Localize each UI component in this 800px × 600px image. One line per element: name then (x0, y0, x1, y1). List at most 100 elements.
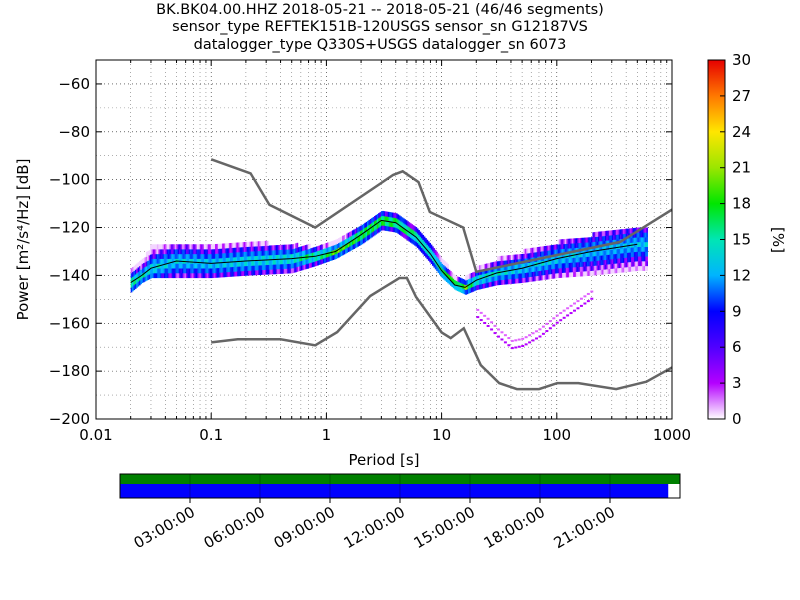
density-cell (604, 254, 607, 260)
density-cell (550, 273, 553, 279)
density-cell (235, 261, 238, 267)
density-cell (593, 260, 596, 266)
density-cell (264, 240, 267, 246)
density-cell (633, 247, 636, 253)
density-cell (537, 251, 539, 257)
density-cell (248, 265, 250, 271)
density-cell (642, 241, 644, 247)
nlnm-curve (211, 276, 672, 391)
density-cell (570, 248, 572, 254)
density-cell (328, 246, 331, 252)
density-cell (462, 283, 465, 289)
density-cell (195, 253, 198, 259)
density-cell (257, 246, 260, 252)
density-cell (420, 242, 423, 248)
density-cell (545, 265, 548, 271)
density-cell (205, 258, 208, 264)
density-cell (357, 236, 360, 242)
density-cell (628, 261, 631, 268)
density-cell (458, 277, 460, 283)
density-cell (472, 286, 474, 292)
density-cell (517, 259, 520, 265)
density-cell (595, 231, 597, 238)
density-cell (454, 284, 456, 290)
density-cell (561, 253, 564, 259)
density-cell (163, 263, 166, 269)
density-cell (297, 261, 300, 267)
density-cell (266, 250, 268, 256)
density-cell (578, 266, 581, 272)
density-cell (618, 229, 621, 235)
density-cell (321, 254, 324, 260)
density-cell (273, 264, 275, 270)
density-cell (373, 230, 376, 236)
density-cell (151, 268, 154, 274)
density-cell (382, 215, 384, 221)
density-cell (152, 249, 155, 255)
density-cell (640, 227, 643, 233)
density-cell (606, 249, 608, 256)
density-cell (284, 244, 286, 250)
density-cell (315, 246, 318, 252)
density-cell (441, 268, 444, 274)
density-cell (185, 263, 188, 269)
density-cell (237, 261, 239, 267)
density-cell (524, 253, 527, 259)
density-cell (506, 264, 509, 270)
density-cell (208, 244, 210, 250)
density-cell (232, 271, 235, 277)
density-cell (445, 272, 448, 278)
density-cell (581, 271, 584, 277)
density-cell (461, 278, 463, 284)
density-cell (150, 263, 152, 270)
density-cell (617, 253, 619, 259)
density-cell (603, 235, 606, 241)
density-cell (526, 277, 528, 283)
density-cell (342, 245, 344, 251)
density-cell (141, 263, 144, 269)
density-cell (201, 244, 203, 250)
density-cell (173, 249, 176, 255)
density-cell (600, 231, 603, 237)
density-cell (615, 258, 618, 264)
density-cell (212, 263, 214, 269)
density-cell (278, 259, 281, 265)
density-cell (603, 264, 606, 270)
density-cell (409, 223, 412, 229)
density-cell (571, 262, 574, 268)
density-cell (177, 253, 180, 259)
density-cell (223, 248, 225, 254)
density-cell (545, 260, 548, 266)
density-cell (443, 274, 445, 280)
density-cell (285, 268, 288, 274)
density-cell (281, 244, 284, 250)
density-cell (209, 244, 212, 250)
density-cell (527, 248, 530, 254)
density-cell (628, 252, 631, 258)
density-cell (163, 253, 166, 259)
density-cell (552, 273, 554, 279)
density-cell (617, 234, 619, 240)
density-cell (289, 268, 292, 274)
density-cell (474, 271, 477, 277)
density-cell (331, 245, 333, 251)
density-cell (564, 272, 567, 278)
density-cell (344, 238, 347, 245)
density-cell (615, 263, 618, 269)
density-cell (404, 224, 407, 230)
density-cell (405, 229, 408, 235)
density-cell (469, 278, 472, 284)
density-cell (624, 228, 626, 234)
density-cell (643, 241, 646, 247)
density-cell (168, 263, 170, 269)
density-cell (508, 259, 510, 266)
density-cell (501, 274, 503, 281)
density-cell (227, 262, 230, 268)
density-cell (606, 269, 608, 275)
density-cell (373, 220, 376, 226)
density-cell (235, 242, 238, 248)
density-cell (390, 226, 393, 232)
density-cell (179, 268, 181, 274)
density-cell (621, 253, 624, 259)
density-cell (524, 336, 528, 339)
